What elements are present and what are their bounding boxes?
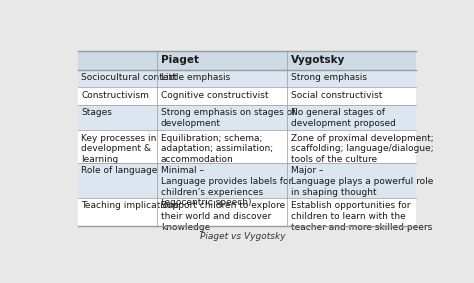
Bar xyxy=(78,105,157,130)
Bar xyxy=(157,70,287,87)
Bar xyxy=(157,52,287,70)
Bar xyxy=(78,163,157,198)
Bar xyxy=(287,163,416,198)
Text: Sociocultural context: Sociocultural context xyxy=(82,73,178,82)
Text: Strong emphasis on stages of
development: Strong emphasis on stages of development xyxy=(161,108,295,128)
Bar xyxy=(287,105,416,130)
Text: Piaget: Piaget xyxy=(161,55,199,65)
Bar xyxy=(157,198,287,226)
Bar xyxy=(78,87,157,105)
Bar xyxy=(287,52,416,70)
Text: Zone of proximal development;
scaffolding; language/dialogue;
tools of the cultu: Zone of proximal development; scaffoldin… xyxy=(291,134,433,164)
Text: Key processes in
development &
learning: Key processes in development & learning xyxy=(82,134,157,164)
Text: Teaching implications: Teaching implications xyxy=(82,201,179,210)
Text: Piaget vs Vygotsky: Piaget vs Vygotsky xyxy=(200,232,286,241)
Text: Support children to explore
their world and discover
knowledge: Support children to explore their world … xyxy=(161,201,285,231)
Text: Vygotsky: Vygotsky xyxy=(291,55,345,65)
Text: Role of language: Role of language xyxy=(82,166,158,175)
Text: Minimal –
Language provides labels for
children’s experiences
(egocentric speech: Minimal – Language provides labels for c… xyxy=(161,166,292,207)
Bar xyxy=(287,87,416,105)
Text: Major –
Language plays a powerful role
in shaping thought: Major – Language plays a powerful role i… xyxy=(291,166,433,197)
Bar xyxy=(157,105,287,130)
Bar xyxy=(287,130,416,163)
Text: Equilibration; schema;
adaptation; assimilation;
accommodation: Equilibration; schema; adaptation; assim… xyxy=(161,134,273,164)
Text: Establish opportunities for
children to learn with the
teacher and more skilled : Establish opportunities for children to … xyxy=(291,201,432,231)
Bar xyxy=(287,70,416,87)
Bar xyxy=(157,87,287,105)
Bar xyxy=(78,52,157,70)
Bar xyxy=(78,130,157,163)
Text: Cognitive constructivist: Cognitive constructivist xyxy=(161,91,268,100)
Text: Social constructivist: Social constructivist xyxy=(291,91,382,100)
Text: Strong emphasis: Strong emphasis xyxy=(291,73,367,82)
Text: Constructivism: Constructivism xyxy=(82,91,149,100)
Bar xyxy=(78,198,157,226)
Bar xyxy=(78,70,157,87)
Text: Little emphasis: Little emphasis xyxy=(161,73,230,82)
Bar xyxy=(157,163,287,198)
Text: Stages: Stages xyxy=(82,108,112,117)
Bar xyxy=(157,130,287,163)
Text: No general stages of
development proposed: No general stages of development propose… xyxy=(291,108,396,128)
Bar xyxy=(287,198,416,226)
